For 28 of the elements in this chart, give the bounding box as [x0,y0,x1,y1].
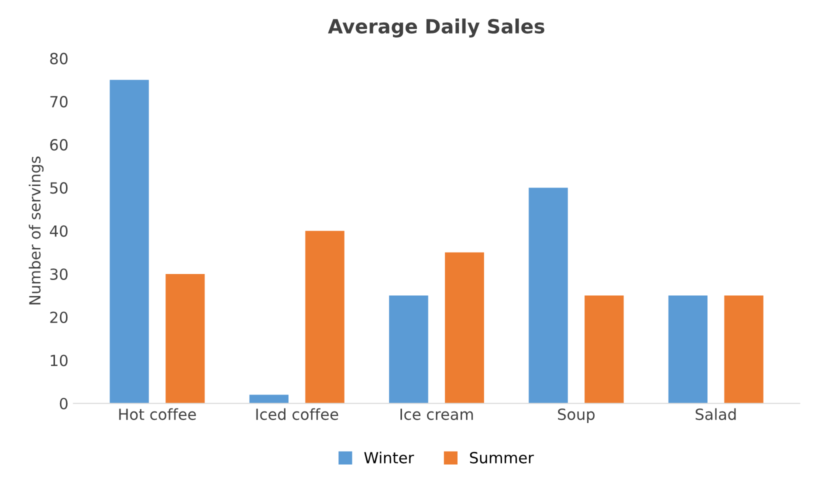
y-tick-label: 0 [60,398,68,410]
bar [444,252,484,404]
bar [724,296,764,404]
bar [249,394,289,404]
y-tick-label: 40 [50,225,68,237]
y-tick-label: 50 [50,182,68,194]
bar [305,230,344,404]
bar [166,274,205,404]
legend-label: Summer [470,452,534,464]
y-tick-label: 70 [50,96,68,108]
y-tick-label: 20 [50,312,68,324]
bar [528,188,568,404]
chart-title: Average Daily Sales [328,18,544,38]
bar [584,296,624,404]
y-tick-label: 60 [50,139,68,151]
x-tick-label: Hot coffee [119,408,196,420]
y-tick-label: 10 [50,354,68,366]
bar [668,296,708,404]
legend-label: Winter [364,452,414,464]
bar [389,296,428,404]
bar [110,80,149,404]
y-tick-label: 80 [50,52,68,64]
y-tick-label: 30 [50,268,68,280]
x-tick-label: Salad [696,408,736,420]
x-tick-label: Ice cream [400,408,473,420]
x-tick-label: Iced coffee [256,408,338,420]
y-axis-title: Number of servings [28,156,44,304]
x-tick-label: Soup [558,408,595,424]
